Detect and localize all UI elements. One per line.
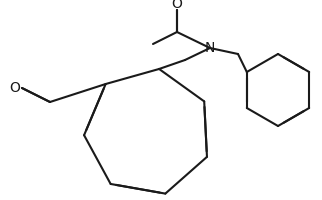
Text: O: O [10,81,20,95]
Text: O: O [172,0,183,11]
Text: N: N [205,41,215,55]
